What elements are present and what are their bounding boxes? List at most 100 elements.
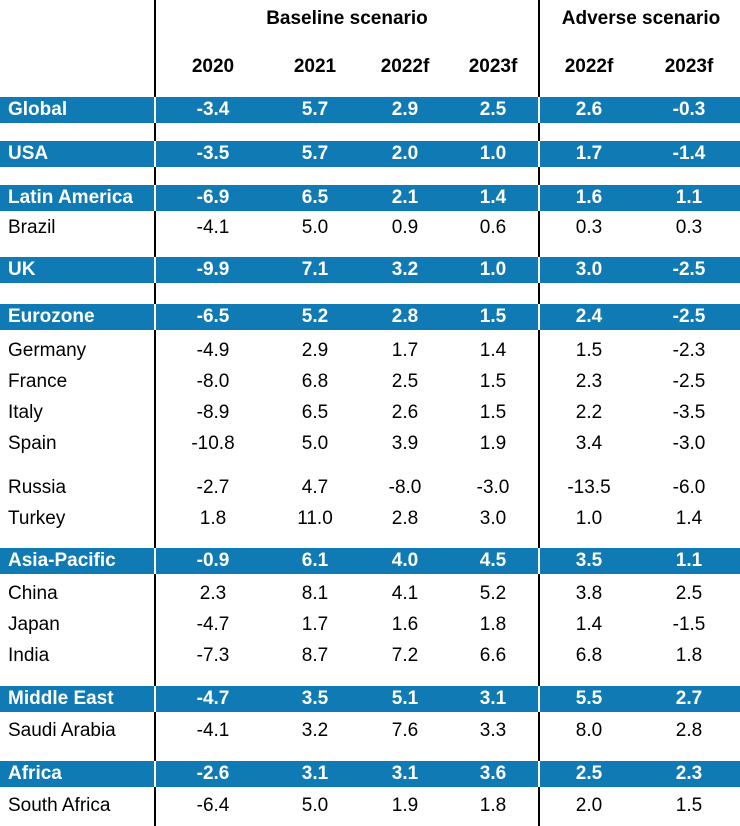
- value-cell: -2.6: [196, 763, 230, 784]
- region-name: Brazil: [8, 216, 56, 238]
- value-cell: 3.1: [479, 688, 507, 709]
- row-gap: [538, 548, 540, 574]
- row-gap: [154, 257, 156, 283]
- value-cell: 0.6: [479, 216, 507, 238]
- region-name: USA: [8, 143, 49, 164]
- table-row: Turkey 1.8 11.0 2.8 3.0 1.0 1.4: [0, 503, 740, 534]
- table-row: France -8.0 6.8 2.5 1.5 2.3 -2.5: [0, 366, 740, 397]
- value-cell: 4.7: [301, 476, 329, 498]
- value-cell: 1.5: [479, 401, 507, 423]
- value-cell: 1.7: [301, 613, 329, 635]
- region-name: Japan: [8, 613, 60, 635]
- region-name: Global: [8, 99, 68, 120]
- value-cell: -1.5: [672, 613, 706, 635]
- year-header: 2022f: [564, 56, 614, 77]
- region-name: Spain: [8, 432, 57, 454]
- region-name: Russia: [8, 476, 67, 498]
- value-cell: -1.4: [672, 143, 706, 164]
- value-cell: 0.3: [675, 216, 703, 238]
- value-cell: 2.8: [675, 719, 703, 741]
- value-cell: 1.8: [479, 613, 507, 635]
- row-gap: [538, 686, 540, 712]
- value-cell: 6.8: [575, 644, 603, 666]
- value-cell: -6.5: [196, 306, 230, 327]
- value-cell: 8.7: [301, 644, 329, 666]
- year-header: 2023f: [468, 56, 518, 77]
- value-cell: 1.4: [479, 339, 507, 361]
- value-cell: 2.0: [575, 794, 603, 816]
- year-header: 2023f: [664, 56, 714, 77]
- value-cell: 2.6: [391, 401, 419, 423]
- value-cell: 2.7: [675, 688, 703, 709]
- value-cell: -10.8: [191, 432, 235, 454]
- value-cell: 2.5: [675, 582, 703, 604]
- value-cell: -0.9: [196, 550, 230, 571]
- value-cell: 2.3: [575, 370, 603, 392]
- value-cell: 6.5: [301, 187, 329, 208]
- region-name: Middle East: [8, 688, 114, 709]
- row-gap: [538, 97, 540, 123]
- value-cell: -8.0: [388, 476, 422, 498]
- row-gap: [154, 141, 156, 167]
- value-cell: -4.1: [196, 719, 230, 741]
- table-row: Spain -10.8 5.0 3.9 1.9 3.4 -3.0: [0, 428, 740, 459]
- value-cell: 1.6: [575, 187, 603, 208]
- region-name: Germany: [8, 339, 87, 361]
- row-gap: [538, 304, 540, 330]
- value-cell: 3.3: [479, 719, 507, 741]
- row-gap: [538, 761, 540, 787]
- table-row: UK -9.9 7.1 3.2 1.0 3.0 -2.5: [0, 257, 740, 283]
- value-cell: 2.1: [391, 187, 419, 208]
- row-gap: [154, 304, 156, 330]
- value-cell: -3.4: [196, 99, 230, 120]
- value-cell: 6.6: [479, 644, 507, 666]
- value-cell: 7.1: [301, 259, 329, 280]
- table-row: Germany -4.9 2.9 1.7 1.4 1.5 -2.3: [0, 335, 740, 366]
- table-row: India -7.3 8.7 7.2 6.6 6.8 1.8: [0, 640, 740, 671]
- value-cell: 2.8: [391, 306, 419, 327]
- value-cell: -9.9: [196, 259, 230, 280]
- value-cell: 2.8: [391, 507, 419, 529]
- region-name: Saudi Arabia: [8, 719, 116, 741]
- value-cell: -3.5: [196, 143, 230, 164]
- value-cell: -8.0: [196, 370, 230, 392]
- table-row: Asia-Pacific -0.9 6.1 4.0 4.5 3.5 1.1: [0, 548, 740, 574]
- year-header: 2020: [191, 56, 235, 77]
- value-cell: 7.2: [391, 644, 419, 666]
- value-cell: 5.2: [301, 306, 329, 327]
- value-cell: 1.5: [575, 339, 603, 361]
- value-cell: -4.1: [196, 216, 230, 238]
- table-row: Middle East -4.7 3.5 5.1 3.1 5.5 2.7: [0, 686, 740, 712]
- region-name: Africa: [8, 763, 62, 784]
- value-cell: 2.3: [675, 763, 703, 784]
- value-cell: 1.7: [575, 143, 603, 164]
- value-cell: 5.0: [301, 216, 329, 238]
- value-cell: 7.6: [391, 719, 419, 741]
- value-cell: 2.3: [199, 582, 227, 604]
- scenario-divider: [538, 0, 540, 826]
- value-cell: 0.3: [575, 216, 603, 238]
- value-cell: 3.0: [479, 507, 507, 529]
- value-cell: 1.9: [391, 794, 419, 816]
- value-cell: 3.9: [391, 432, 419, 454]
- region-name: Eurozone: [8, 306, 95, 327]
- region-name: Italy: [8, 401, 43, 423]
- value-cell: 1.0: [479, 143, 507, 164]
- value-cell: 3.2: [391, 259, 419, 280]
- name-column-divider: [154, 0, 156, 826]
- value-cell: 1.6: [391, 613, 419, 635]
- value-cell: 1.0: [479, 259, 507, 280]
- value-cell: 3.5: [301, 688, 329, 709]
- value-cell: 1.5: [479, 306, 507, 327]
- value-cell: -2.7: [196, 476, 230, 498]
- row-gap: [538, 257, 540, 283]
- value-cell: 2.5: [479, 99, 507, 120]
- value-cell: 1.4: [479, 187, 507, 208]
- value-cell: -4.7: [196, 613, 230, 635]
- value-cell: 8.0: [575, 719, 603, 741]
- row-gap: [154, 97, 156, 123]
- value-cell: 2.9: [391, 99, 419, 120]
- value-cell: 1.8: [479, 794, 507, 816]
- table-row: Latin America -6.9 6.5 2.1 1.4 1.6 1.1: [0, 185, 740, 211]
- region-name: India: [8, 644, 50, 666]
